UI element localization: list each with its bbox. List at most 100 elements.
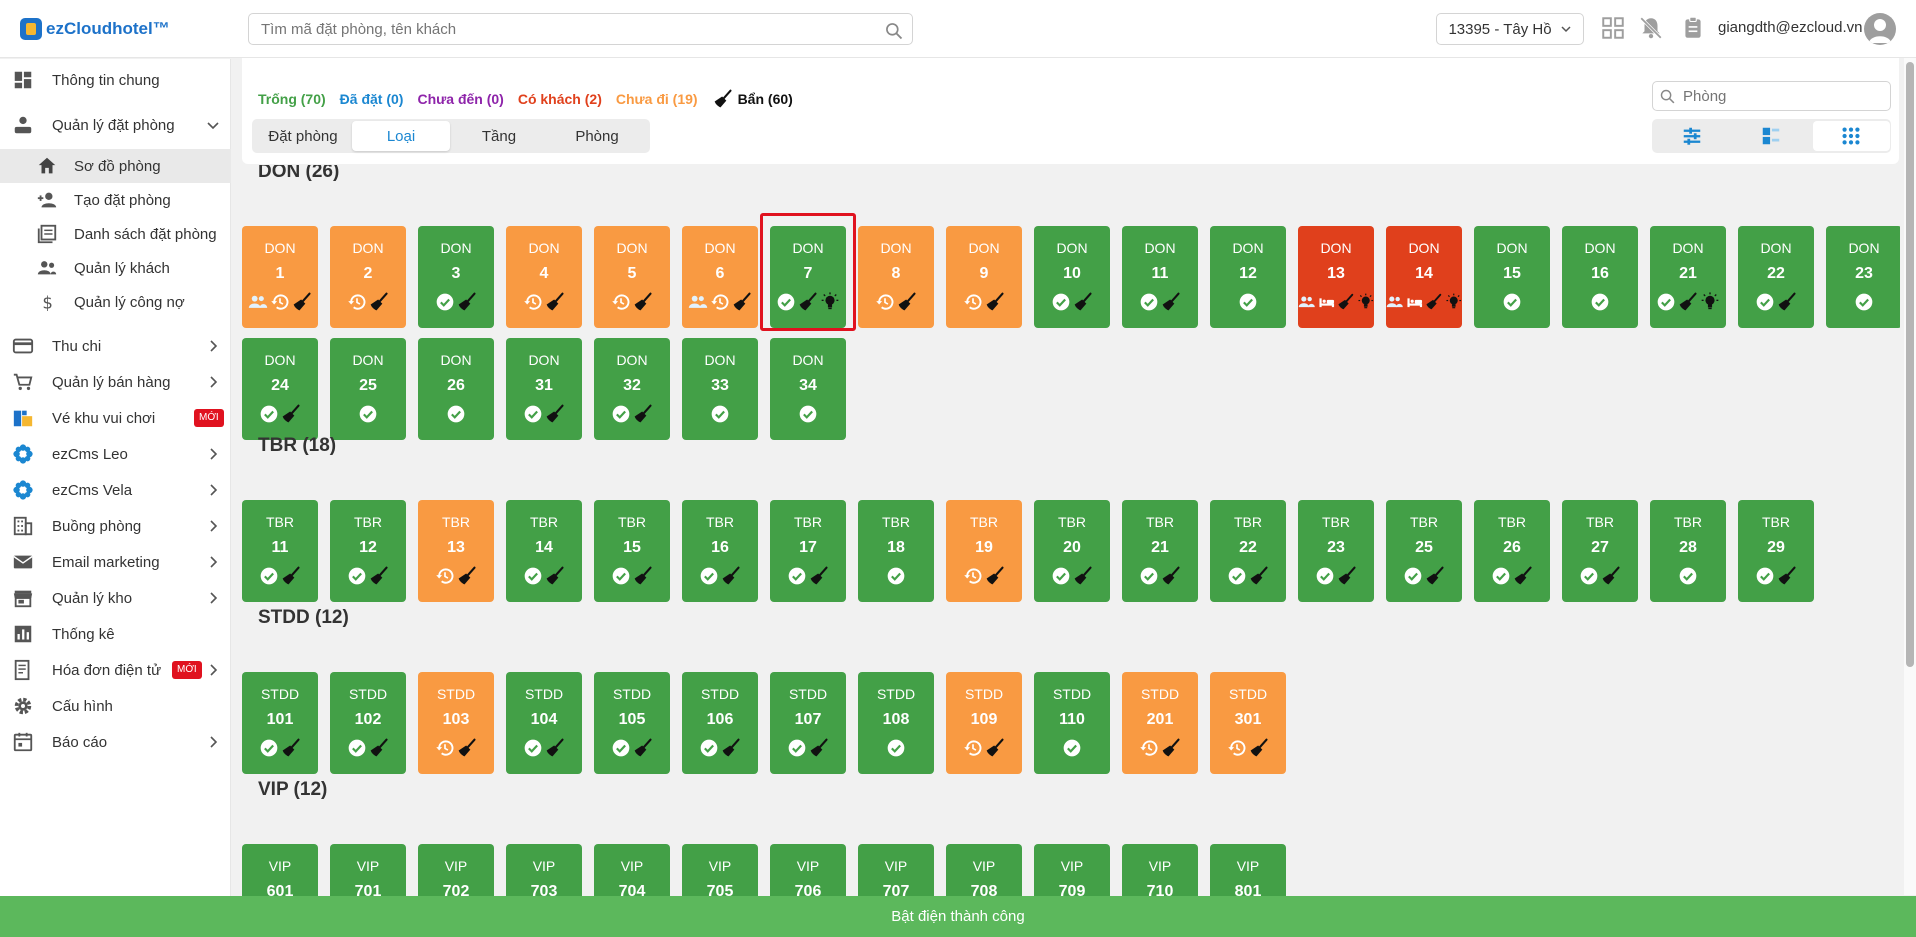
- view-card-button[interactable]: [1733, 121, 1810, 151]
- room-card[interactable]: TBR 21: [1122, 500, 1198, 602]
- legend-not-left[interactable]: Chưa đi (19): [615, 91, 698, 107]
- room-card[interactable]: TBR 13: [418, 500, 494, 602]
- room-card[interactable]: DON 9: [946, 226, 1022, 328]
- room-card[interactable]: DON 24: [242, 338, 318, 440]
- room-card[interactable]: VIP 703: [506, 844, 582, 896]
- sidebar-item-booking-management[interactable]: Quản lý đặt phòng: [0, 107, 231, 143]
- app-logo[interactable]: ezCloudhotel™: [20, 17, 170, 41]
- sidebar-subitem-create-booking[interactable]: Tạo đặt phòng: [0, 183, 231, 217]
- sidebar-item-park-tickets[interactable]: Vé khu vui chơi MỚI: [0, 400, 231, 436]
- room-card[interactable]: STDD 301: [1210, 672, 1286, 774]
- room-card[interactable]: VIP 710: [1122, 844, 1198, 896]
- room-card[interactable]: TBR 15: [594, 500, 670, 602]
- view-grid-button[interactable]: [1812, 121, 1890, 151]
- room-card[interactable]: TBR 14: [506, 500, 582, 602]
- legend-empty[interactable]: Trống (70): [258, 91, 326, 107]
- room-card[interactable]: DON 1: [242, 226, 318, 328]
- room-card[interactable]: TBR 18: [858, 500, 934, 602]
- room-card[interactable]: DON 15: [1474, 226, 1550, 328]
- legend-dirty[interactable]: Bẩn (60): [712, 89, 793, 109]
- room-card[interactable]: DON 10: [1034, 226, 1110, 328]
- room-card[interactable]: DON 33: [682, 338, 758, 440]
- sidebar-item-settings[interactable]: Cấu hình: [0, 688, 231, 724]
- avatar[interactable]: [1864, 13, 1896, 45]
- room-card[interactable]: VIP 708: [946, 844, 1022, 896]
- room-card[interactable]: VIP 709: [1034, 844, 1110, 896]
- room-card[interactable]: DON 4: [506, 226, 582, 328]
- room-card[interactable]: DON 5: [594, 226, 670, 328]
- legend-not-arrived[interactable]: Chưa đến (0): [417, 91, 504, 107]
- room-card[interactable]: DON 22: [1738, 226, 1814, 328]
- tab-floor[interactable]: Tầng: [481, 127, 517, 145]
- sidebar-item-email-marketing[interactable]: Email marketing: [0, 544, 231, 580]
- room-card[interactable]: DON 26: [418, 338, 494, 440]
- room-card[interactable]: DON 25: [330, 338, 406, 440]
- room-card[interactable]: STDD 201: [1122, 672, 1198, 774]
- room-card[interactable]: VIP 701: [330, 844, 406, 896]
- room-search-input[interactable]: [1653, 82, 1890, 110]
- sidebar-item-income-expense[interactable]: Thu chi: [0, 328, 231, 364]
- room-card[interactable]: TBR 20: [1034, 500, 1110, 602]
- room-card[interactable]: DON 31: [506, 338, 582, 440]
- room-card[interactable]: TBR 26: [1474, 500, 1550, 602]
- room-card[interactable]: DON 2: [330, 226, 406, 328]
- hotel-select[interactable]: 13395 - Tây Hồ: [1436, 13, 1584, 45]
- sidebar-subitem-guest-management[interactable]: Quản lý khách: [0, 251, 231, 285]
- room-card[interactable]: STDD 109: [946, 672, 1022, 774]
- room-card[interactable]: DON 12: [1210, 226, 1286, 328]
- sidebar-item-sales-management[interactable]: Quản lý bán hàng: [0, 364, 231, 400]
- room-card[interactable]: DON 8: [858, 226, 934, 328]
- sidebar-item-statistics[interactable]: Thống kê: [0, 616, 231, 652]
- sidebar-item-ezcms-leo[interactable]: ezCms Leo: [0, 436, 231, 472]
- room-card[interactable]: DON 21: [1650, 226, 1726, 328]
- sidebar-item-inventory[interactable]: Quản lý kho: [0, 580, 231, 616]
- room-card[interactable]: TBR 25: [1386, 500, 1462, 602]
- room-card[interactable]: DON 34: [770, 338, 846, 440]
- legend-occupied[interactable]: Có khách (2): [517, 91, 602, 107]
- search-icon[interactable]: [884, 21, 904, 41]
- booking-search-input[interactable]: [249, 14, 912, 44]
- legend-booked[interactable]: Đã đặt (0): [339, 91, 404, 107]
- room-card[interactable]: DON 6: [682, 226, 758, 328]
- room-card[interactable]: DON 23: [1826, 226, 1900, 328]
- room-card[interactable]: TBR 27: [1562, 500, 1638, 602]
- sidebar-item-e-invoice[interactable]: Hóa đơn điện tử MỚI: [0, 652, 231, 688]
- room-card[interactable]: DON 3: [418, 226, 494, 328]
- room-card[interactable]: STDD 108: [858, 672, 934, 774]
- room-card[interactable]: TBR 19: [946, 500, 1022, 602]
- tab-room[interactable]: Phòng: [575, 127, 619, 145]
- room-card[interactable]: DON 32: [594, 338, 670, 440]
- room-card[interactable]: TBR 23: [1298, 500, 1374, 602]
- room-card[interactable]: TBR 22: [1210, 500, 1286, 602]
- room-card[interactable]: TBR 17: [770, 500, 846, 602]
- sidebar-subitem-debt-management[interactable]: $ Quản lý công nợ: [0, 285, 231, 319]
- notification-off-icon[interactable]: [1638, 15, 1664, 41]
- room-card[interactable]: STDD 105: [594, 672, 670, 774]
- room-card[interactable]: STDD 103: [418, 672, 494, 774]
- room-card[interactable]: DON 13: [1298, 226, 1374, 328]
- room-card[interactable]: DON 16: [1562, 226, 1638, 328]
- room-card[interactable]: STDD 107: [770, 672, 846, 774]
- room-card[interactable]: TBR 16: [682, 500, 758, 602]
- room-card[interactable]: VIP 707: [858, 844, 934, 896]
- sidebar-item-general-info[interactable]: Thông tin chung: [0, 62, 231, 98]
- sidebar-subitem-room-map[interactable]: Sơ đồ phòng: [0, 149, 231, 183]
- room-card[interactable]: DON 11: [1122, 226, 1198, 328]
- sidebar-subitem-booking-list[interactable]: Danh sách đặt phòng: [0, 217, 231, 251]
- apps-grid-icon[interactable]: [1600, 15, 1626, 41]
- room-card[interactable]: VIP 704: [594, 844, 670, 896]
- tab-booking[interactable]: Đặt phòng: [268, 127, 338, 145]
- scrollbar-thumb[interactable]: [1906, 62, 1914, 667]
- sidebar-item-ezcms-vela[interactable]: ezCms Vela: [0, 472, 231, 508]
- room-card[interactable]: VIP 801: [1210, 844, 1286, 896]
- room-card[interactable]: STDD 110: [1034, 672, 1110, 774]
- sidebar-item-reports[interactable]: Báo cáo: [0, 724, 231, 760]
- room-card[interactable]: TBR 12: [330, 500, 406, 602]
- room-card[interactable]: VIP 702: [418, 844, 494, 896]
- room-card[interactable]: STDD 102: [330, 672, 406, 774]
- room-card[interactable]: TBR 28: [1650, 500, 1726, 602]
- clipboard-icon[interactable]: [1680, 15, 1706, 41]
- view-filter-button[interactable]: [1653, 121, 1730, 151]
- room-card[interactable]: DON 7: [770, 226, 846, 328]
- room-card[interactable]: STDD 106: [682, 672, 758, 774]
